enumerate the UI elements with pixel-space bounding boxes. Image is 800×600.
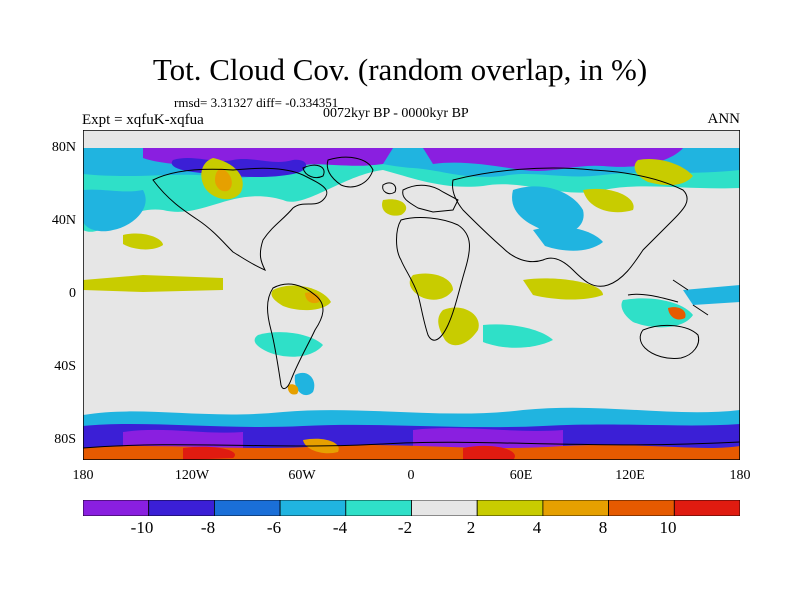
- colorbar-label: -2: [397, 518, 413, 537]
- map-title: Tot. Cloud Cov. (random overlap, in %): [152, 52, 648, 87]
- season-label: ANN: [707, 111, 741, 127]
- lon-label: 0: [407, 468, 415, 483]
- colorbar-swatch: [213, 500, 281, 516]
- colorbar-swatch: [476, 500, 544, 516]
- anomaly-region: [123, 233, 163, 250]
- lon-label: 120W: [174, 468, 210, 483]
- anomaly-region: [83, 189, 146, 232]
- anomaly-region: [634, 158, 693, 186]
- lon-label: 120E: [615, 468, 645, 483]
- experiment-label: Expt = xqfuK-xqfua: [82, 112, 204, 128]
- colorbar-label: 4: [532, 518, 542, 537]
- lat-label: 0: [69, 286, 76, 301]
- lat-label: 40N: [51, 213, 76, 228]
- lat-label: 80N: [51, 140, 76, 155]
- anomaly-region: [254, 332, 323, 357]
- stats-text: rmsd= 3.31327 diff= -0.334351: [174, 95, 339, 110]
- colorbar-label: -8: [200, 518, 216, 537]
- anomaly-region: [683, 285, 740, 305]
- anomaly-region: [463, 445, 515, 460]
- lon-label: 60E: [509, 468, 533, 483]
- anomaly-region: [409, 273, 453, 300]
- colorbar-swatch: [345, 500, 412, 516]
- period-text: 0072kyr BP - 0000kyr BP: [323, 106, 469, 121]
- anomaly-region: [294, 372, 315, 396]
- colorbar-swatch: [542, 500, 609, 516]
- colorbar-swatch: [673, 500, 740, 516]
- anomaly-region: [83, 424, 740, 448]
- coastlines: [83, 156, 740, 449]
- anomaly-region: [83, 275, 223, 292]
- colorbar-swatch: [279, 500, 347, 516]
- anomaly-region: [215, 168, 232, 192]
- anomaly-region: [512, 186, 584, 234]
- anomaly-region: [413, 428, 563, 448]
- colorbar: [83, 500, 740, 516]
- lat-label: 80S: [54, 432, 76, 447]
- anomaly-region: [287, 384, 299, 395]
- lon-label: 60W: [288, 468, 316, 483]
- anomaly-region: [382, 199, 407, 216]
- cloud-cover-map: [83, 130, 740, 460]
- anomaly-region: [621, 298, 693, 328]
- anomaly-region: [83, 445, 740, 460]
- lon-label: 180: [72, 468, 94, 483]
- anomaly-region: [438, 307, 479, 346]
- colorbar-label: 2: [466, 518, 476, 537]
- anomaly-region: [583, 188, 634, 213]
- colorbar-label: -6: [266, 518, 282, 537]
- colorbar-swatch: [148, 500, 215, 516]
- colorbar-label: 10: [659, 518, 677, 537]
- anomaly-region: [123, 429, 243, 448]
- lon-label: 180: [729, 468, 751, 483]
- anomaly-region: [423, 148, 683, 171]
- lat-label: 40S: [54, 359, 76, 374]
- anomaly-region: [483, 324, 553, 348]
- anomaly-region: [668, 307, 686, 320]
- anomaly-region: [183, 446, 235, 460]
- colorbar-label: -10: [130, 518, 154, 537]
- anomaly-region: [533, 226, 603, 251]
- colorbar-swatch: [608, 500, 675, 516]
- anomaly-region: [523, 278, 603, 300]
- anomaly-region: [271, 285, 331, 311]
- colorbar-swatch: [411, 500, 478, 516]
- colorbar-swatch: [83, 500, 150, 516]
- colorbar-label: -4: [332, 518, 348, 537]
- anomaly-region: [305, 292, 321, 304]
- colorbar-label: 8: [598, 518, 608, 537]
